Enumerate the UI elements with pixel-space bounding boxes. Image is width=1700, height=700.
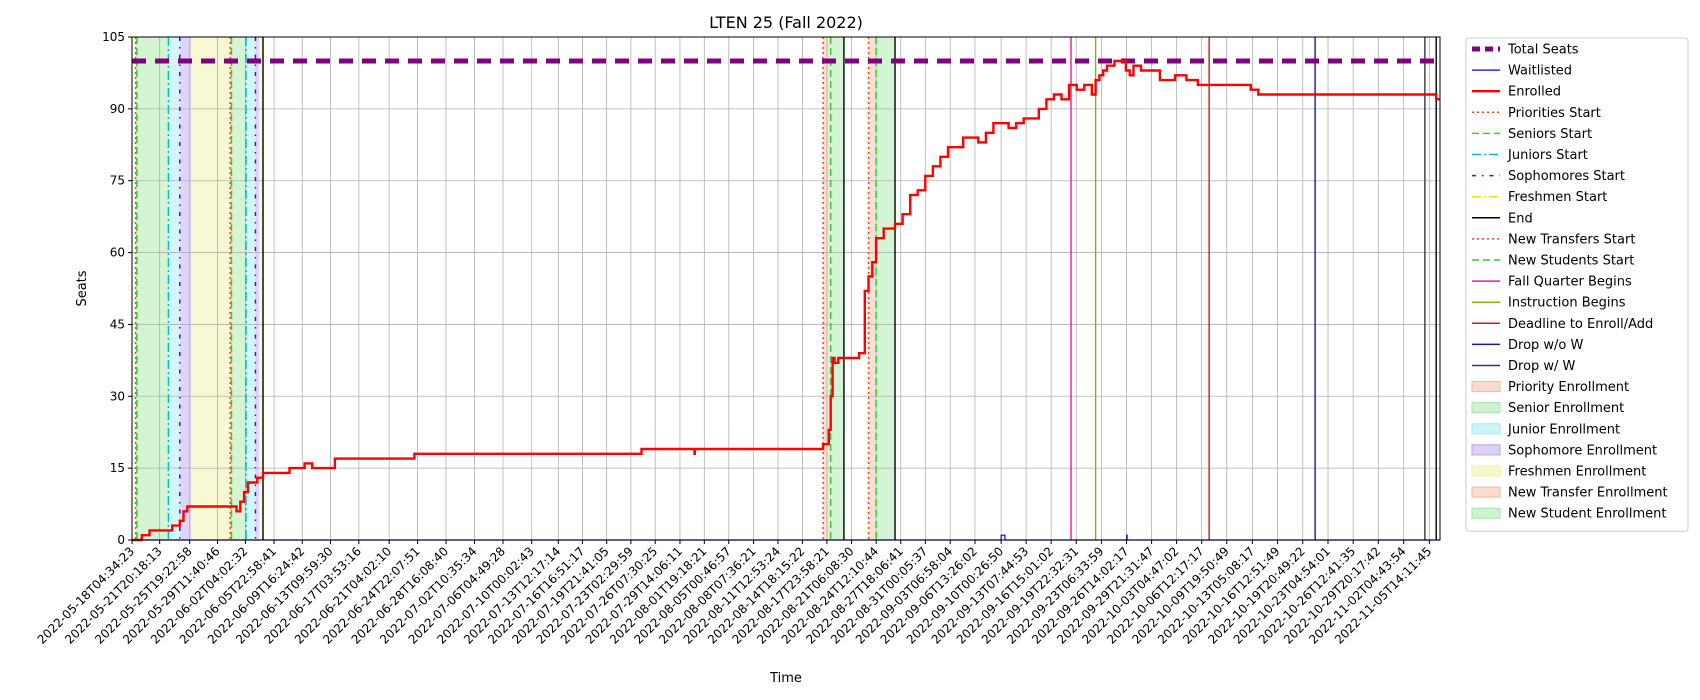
legend-label: Junior Enrollment: [1507, 422, 1620, 437]
legend-label: Instruction Begins: [1508, 296, 1626, 311]
span-senior-enrollment: [136, 37, 169, 540]
legend-swatch: [1471, 465, 1501, 477]
legend-label: Drop w/ W: [1508, 359, 1576, 374]
legend-label: Deadline to Enroll/Add: [1508, 317, 1653, 332]
span-sophomore-enrollment: [255, 37, 260, 540]
grid: [131, 36, 1440, 541]
y-tick-label: 0: [117, 533, 125, 547]
legend-label: New Students Start: [1508, 254, 1634, 269]
y-tick-label: 105: [102, 30, 125, 44]
legend-label: Priorities Start: [1508, 106, 1601, 121]
y-tick-label: 15: [110, 461, 125, 475]
legend-swatch: [1471, 444, 1501, 456]
span-sophomore-enrollment: [179, 37, 192, 540]
legend-label: New Student Enrollment: [1508, 507, 1666, 522]
span-junior-enrollment: [245, 37, 256, 540]
legend-label: Sophomores Start: [1508, 169, 1625, 184]
span-junior-enrollment: [168, 37, 180, 540]
legend-label: New Transfer Enrollment: [1508, 486, 1668, 501]
legend-label: Freshmen Start: [1508, 190, 1607, 205]
span-freshmen-enrollment: [259, 37, 264, 540]
y-tick-label: 30: [110, 389, 125, 403]
span-freshmen-enrollment: [191, 37, 231, 540]
legend-label: New Transfers Start: [1508, 232, 1635, 247]
legend: Total Seats Waitlisted Enrolled Priorities …: [1465, 37, 1689, 532]
legend-swatch: [1471, 507, 1501, 519]
span-new-student-enrollment: [830, 37, 844, 540]
legend-swatch: [1471, 486, 1501, 498]
legend-label: Senior Enrollment: [1508, 401, 1624, 416]
legend-swatch: [1471, 402, 1501, 414]
x-axis-ticks: 2022-05-18T04:34:232022-05-21T20:18:1320…: [35, 540, 1434, 647]
legend-label: Seniors Start: [1508, 127, 1592, 142]
series-waitlisted: [132, 534, 1440, 541]
y-tick-label: 90: [110, 102, 125, 116]
legend-label: Sophomore Enrollment: [1508, 443, 1657, 458]
chart-title: LTEN 25 (Fall 2022): [709, 13, 863, 32]
span-new-student-enrollment: [876, 37, 896, 540]
x-axis-label: Time: [769, 671, 802, 686]
y-tick-label: 75: [110, 174, 125, 188]
y-tick-label: 45: [110, 317, 125, 331]
legend-label: Fall Quarter Begins: [1508, 275, 1632, 290]
y-axis-label: Seats: [75, 270, 90, 306]
span-new-transfer-enrollment: [868, 37, 877, 540]
y-tick-label: 60: [110, 246, 125, 260]
plot-frame: [131, 36, 1441, 541]
legend-label: Waitlisted: [1508, 64, 1572, 79]
legend-label: Juniors Start: [1507, 148, 1588, 163]
legend-label: Freshmen Enrollment: [1508, 465, 1646, 480]
legend-label: Drop w/o W: [1508, 338, 1584, 353]
span-senior-enrollment: [231, 37, 246, 540]
legend-label: Total Seats: [1507, 43, 1579, 58]
enrollment-spans: [135, 37, 896, 540]
series-enrolled: [132, 59, 1440, 542]
legend-label: Priority Enrollment: [1508, 380, 1629, 395]
legend-label: End: [1508, 211, 1533, 226]
legend-label: Enrolled: [1508, 85, 1561, 100]
legend-box: [1465, 37, 1689, 532]
legend-swatch: [1471, 381, 1501, 393]
y-axis-ticks: 0 15 30 45 60 75 90 105: [102, 30, 132, 547]
legend-swatch: [1471, 423, 1501, 435]
